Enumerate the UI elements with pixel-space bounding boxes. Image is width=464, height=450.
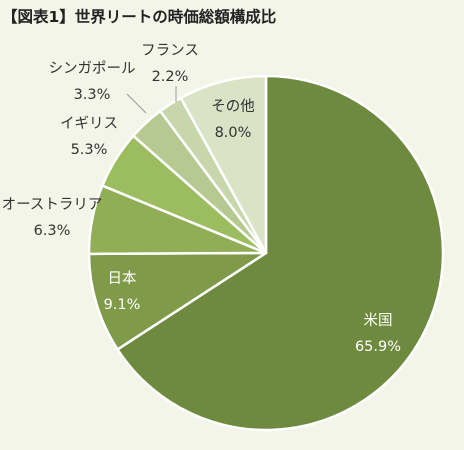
slice-label-シンガポール: シンガポール: [49, 60, 136, 77]
pie-slice-日本: [87, 251, 268, 351]
slice-value-イギリス: 5.3%: [71, 142, 108, 158]
slice-label-イギリス: イギリス: [60, 115, 118, 132]
slice-label-その他: その他: [211, 98, 255, 115]
slice-label-オーストラリア: オーストラリア: [2, 197, 103, 213]
slice-label-フランス: フランス: [141, 43, 199, 59]
slice-labels: 米国 65.9% 日本 9.1% オーストラリア 6.3% イギリス 5.3% シンガポール 3.…: [2, 43, 401, 355]
pie-slice-その他: [179, 74, 268, 255]
slice-label-日本: 日本: [108, 270, 137, 287]
pie-slice-米国: [116, 74, 445, 432]
slice-value-オーストラリア: 6.3%: [34, 223, 71, 239]
slice-value-シンガポール: 3.3%: [74, 87, 111, 103]
slice-value-米国: 65.9%: [355, 339, 401, 355]
slice-label-米国: 米国: [364, 312, 393, 329]
leader-lines: [126, 86, 177, 114]
pie-slices: [87, 74, 445, 432]
slice-value-日本: 9.1%: [104, 297, 141, 313]
leader-line-シンガポール: [126, 93, 147, 114]
slice-value-その他: 8.0%: [215, 125, 252, 141]
slice-value-フランス: 2.2%: [152, 69, 189, 85]
chart-title: 【図表1】世界リートの時価総額構成比: [2, 8, 277, 26]
